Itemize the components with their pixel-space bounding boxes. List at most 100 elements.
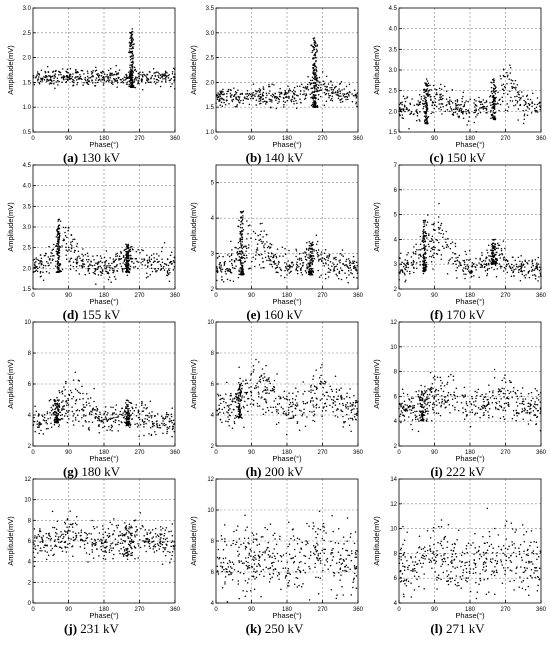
data-point [135,77,137,79]
data-point [132,258,134,260]
data-point [313,94,315,96]
data-point [434,247,436,249]
data-point [513,271,515,273]
gridlines [33,322,175,446]
data-point [227,268,229,270]
data-point [493,110,495,112]
data-point [53,405,55,407]
data-point [222,269,224,271]
data-point [224,264,226,266]
data-point [478,262,480,264]
data-point [355,93,357,95]
data-point [82,248,84,250]
data-point [131,261,133,263]
data-point [430,250,432,252]
data-point [171,420,173,422]
data-point [288,96,290,98]
data-point [420,256,422,258]
data-point [65,235,67,237]
data-point [486,263,488,265]
data-point [85,254,87,256]
data-point [137,249,139,251]
data-point [526,262,528,264]
data-point [290,418,292,420]
data-point [478,97,480,99]
gridlines [399,8,541,132]
data-point [126,75,128,77]
data-point [316,78,318,80]
data-point [64,405,66,407]
data-point [441,113,443,115]
data-point [416,120,418,122]
data-point [313,271,315,273]
data-point [475,266,477,268]
data-point [421,96,423,98]
data-point [320,274,322,276]
data-point [77,390,79,392]
data-point [481,255,483,256]
data-point [354,416,356,418]
data-point [246,404,248,406]
data-point [296,108,298,110]
data-point [436,92,438,94]
data-point [503,93,505,95]
data-point [346,277,348,279]
data-point [464,251,466,253]
data-point [451,257,453,259]
y-tick-label: 3.5 [206,6,215,12]
data-point [405,266,407,268]
data-point [295,414,297,416]
data-point [456,267,458,269]
data-point [299,253,301,255]
data-point [89,273,91,275]
data-point [492,247,494,249]
data-point [434,98,436,100]
data-point [76,410,78,412]
data-point [55,245,57,247]
data-point [335,274,337,276]
data-point [332,402,334,404]
data-point [334,87,336,89]
data-point [138,424,140,426]
data-point [251,96,253,98]
data-point [171,263,173,265]
data-point [508,106,510,108]
data-point [158,255,160,257]
data-point [250,374,252,376]
data-point [150,427,152,429]
data-point [91,414,93,416]
data-point [425,84,427,86]
data-point [309,263,311,265]
data-point [341,410,343,412]
data-point [130,56,132,58]
data-point [268,377,270,379]
data-point [255,258,257,260]
data-point [48,256,50,258]
data-point [57,232,59,234]
data-point [282,247,284,249]
data-point [48,272,50,274]
data-point [58,403,60,405]
data-point [132,413,134,415]
data-point [316,49,318,51]
data-point [509,90,511,92]
data-point [438,108,440,110]
data-point [125,412,127,414]
data-point [285,267,287,269]
data-point [41,423,43,425]
data-point [263,245,265,247]
y-tick-label: 4 [28,413,32,419]
data-point [270,256,272,258]
data-point [135,87,137,89]
data-point [266,379,268,381]
data-point [296,250,298,252]
data-point [340,267,342,269]
data-point [106,260,108,262]
data-point [348,418,350,420]
data-point [79,380,81,382]
data-point [303,90,305,92]
data-point [161,258,163,260]
data-point [431,113,433,115]
data-point [292,404,294,406]
